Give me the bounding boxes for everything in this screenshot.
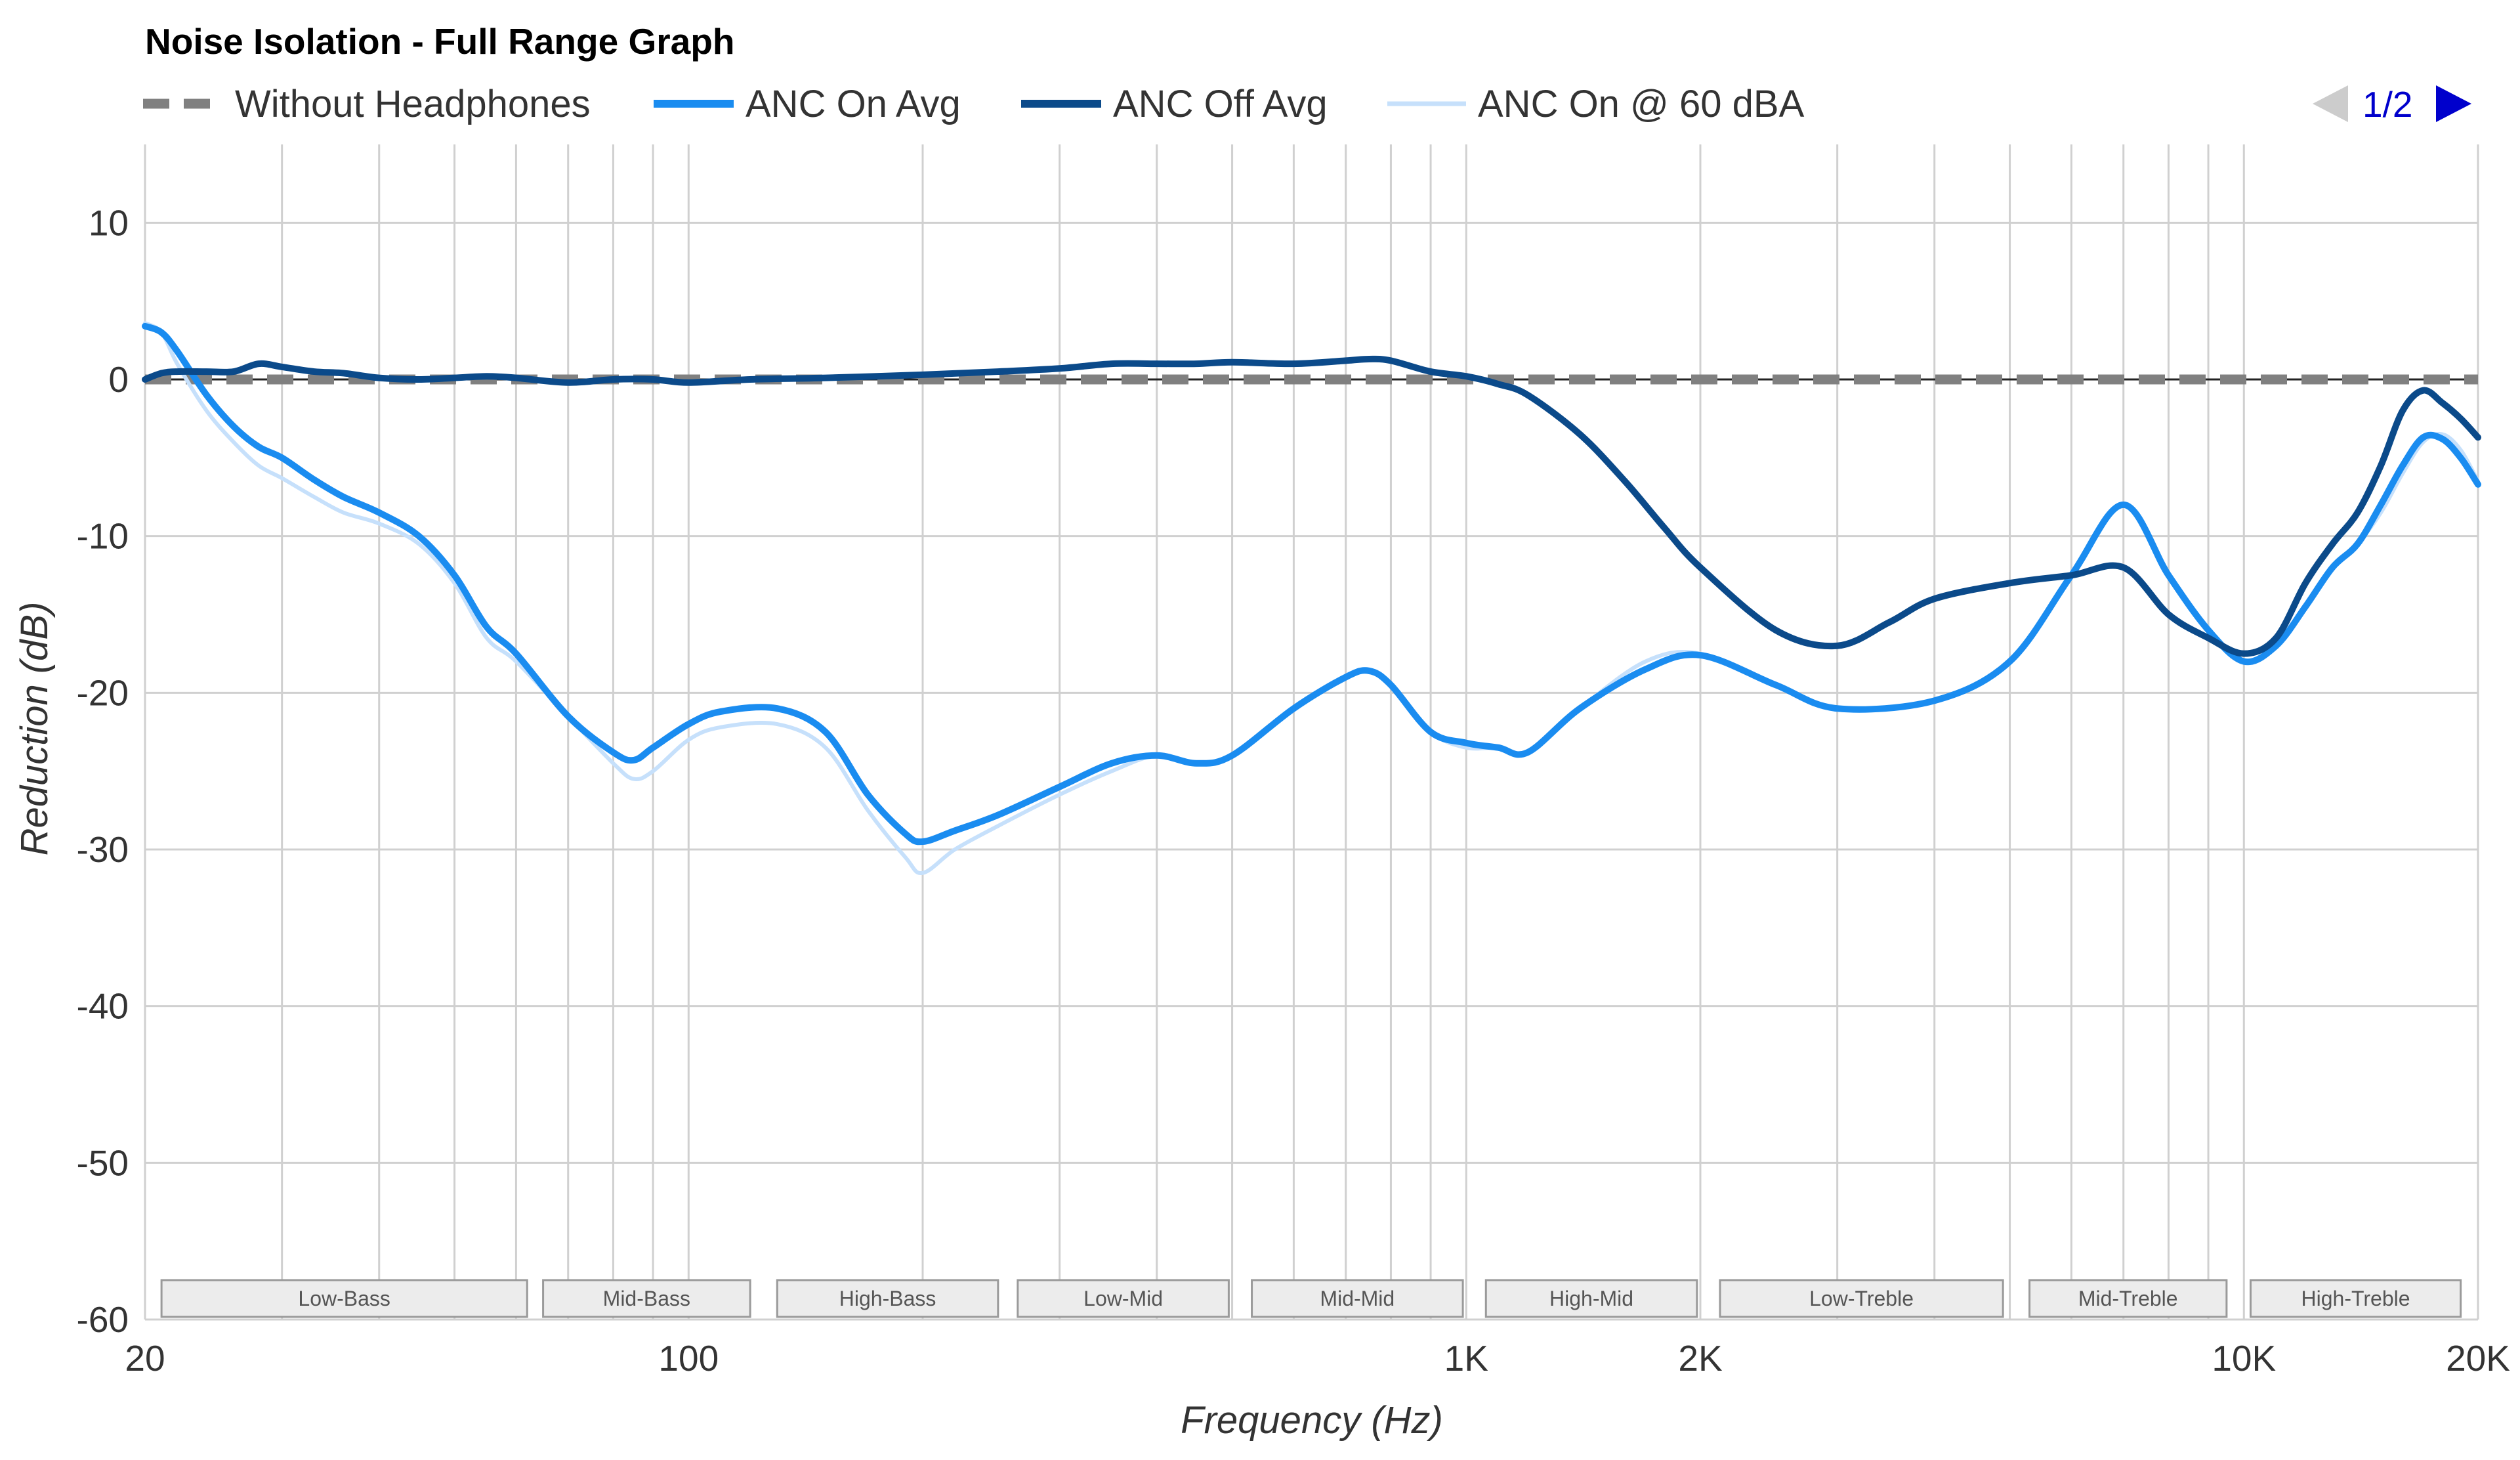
x-axis-ticks: 20 100 1K 2K 10K 20K [125,1338,2510,1379]
band-box [1251,1279,1464,1318]
band-label: Mid-Treble [2078,1287,2178,1310]
band-low-bass: Low-Bass [160,1279,528,1318]
legend-item-anc-on-60dba[interactable]: ANC On @ 60 dBA [1387,83,1805,125]
series-line-anc-off-avg [142,355,2481,657]
legend-label-anc-on-avg: ANC On Avg [746,83,961,125]
band-box [160,1279,528,1318]
band-mid-bass: Mid-Bass [542,1279,751,1318]
pager-prev-icon[interactable] [2313,85,2348,122]
legend-pager: 1/2 [2313,84,2471,125]
series-lines [142,321,2481,875]
band-mid-mid: Mid-Mid [1251,1279,1464,1318]
x-tick-label: 2K [1678,1338,1723,1379]
y-tick-label: -60 [77,1299,129,1340]
chart-title: Noise Isolation - Full Range Graph [145,21,734,62]
legend-label-anc-on-60dba: ANC On @ 60 dBA [1478,83,1805,125]
frequency-bands: Low-Bass Mid-Bass High-Bass Low-Mid Mid-Mid H… [160,1279,2462,1318]
band-box [1719,1279,2004,1318]
band-box [2028,1279,2228,1318]
y-axis-title: Reduction (dB) [13,602,56,856]
band-label: Mid-Bass [603,1287,690,1310]
y-tick-label: 0 [108,359,129,400]
band-label: Low-Treble [1809,1287,1914,1310]
band-box [1484,1279,1698,1318]
y-tick-label: -10 [77,516,129,557]
legend-item-without-headphones[interactable]: Without Headphones [143,83,591,125]
legend-item-anc-on-avg[interactable]: ANC On Avg [654,83,961,125]
pager-next-icon[interactable] [2436,85,2471,122]
band-low-mid: Low-Mid [1017,1279,1230,1318]
band-label: High-Mid [1549,1287,1633,1310]
legend-label-anc-off-avg: ANC Off Avg [1113,83,1328,125]
x-axis-title: Frequency (Hz) [1181,1399,1443,1442]
band-high-mid: High-Mid [1484,1279,1698,1318]
band-high-treble: High-Treble [2249,1279,2462,1318]
band-box [1017,1279,1230,1318]
band-high-bass: High-Bass [776,1279,999,1318]
y-tick-label: -50 [77,1142,129,1183]
y-tick-label: -40 [77,986,129,1027]
band-mid-treble: Mid-Treble [2028,1279,2228,1318]
y-tick-label: 10 [89,202,129,243]
band-label: Mid-Mid [1320,1287,1395,1310]
y-tick-label: -20 [77,672,129,713]
band-box [542,1279,751,1318]
band-low-treble: Low-Treble [1719,1279,2004,1318]
legend-item-anc-off-avg[interactable]: ANC Off Avg [1021,83,1328,125]
band-label: Low-Bass [298,1287,390,1310]
band-label: High-Treble [2301,1287,2410,1310]
band-box [776,1279,999,1318]
x-tick-label: 20K [2446,1338,2510,1379]
band-label: High-Bass [839,1287,936,1310]
x-tick-label: 100 [658,1338,719,1379]
grid [144,144,2479,1321]
series-line-anc-on-avg [142,322,2481,846]
legend-label-without-headphones: Without Headphones [235,83,591,125]
band-box [2249,1279,2462,1318]
y-axis-ticks: 10 0 -10 -20 -30 -40 -50 -60 [77,202,129,1340]
pager-text: 1/2 [2362,84,2412,125]
band-label: Low-Mid [1083,1287,1163,1310]
y-tick-label: -30 [77,829,129,870]
x-tick-label: 10K [2212,1338,2276,1379]
series-line-anc-on-60-dba [143,321,2480,875]
x-tick-label: 1K [1444,1338,1489,1379]
x-tick-label: 20 [125,1338,165,1379]
legend: Without Headphones ANC On Avg ANC Off Av… [143,83,1805,125]
